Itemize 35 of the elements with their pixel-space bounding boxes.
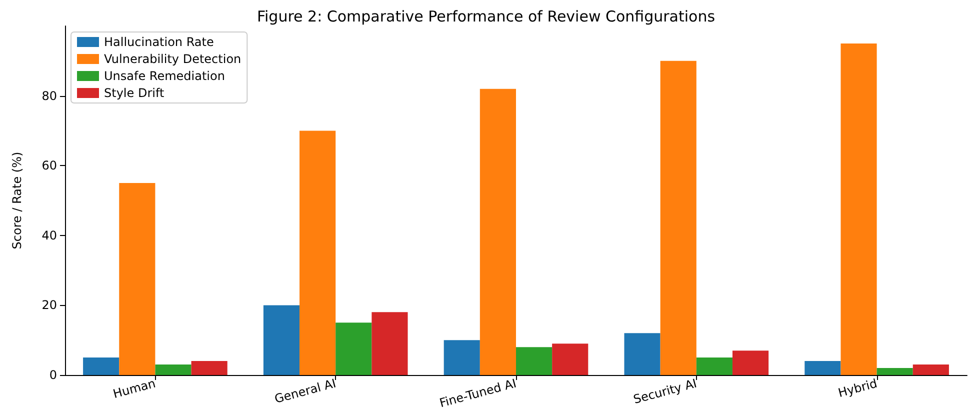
bar (263, 305, 300, 375)
y-tick-label: 60 (42, 158, 57, 173)
x-tick-label: Hybrid (836, 376, 879, 400)
bar (480, 88, 516, 375)
legend-label: Hallucination Rate (104, 35, 214, 49)
x-tick-label: Security AI (632, 376, 698, 407)
chart-title: Figure 2: Comparative Performance of Review Configurations (256, 8, 716, 26)
x-tick-label: Human (112, 376, 158, 401)
bar (155, 364, 192, 375)
legend-label: Unsafe Remediation (104, 69, 225, 83)
bar (912, 364, 949, 375)
bar (444, 340, 480, 375)
legend-label: Style Drift (104, 86, 164, 100)
bar (732, 350, 769, 375)
y-axis-title: Score / Rate (%) (10, 152, 24, 250)
y-tick-label: 80 (42, 88, 57, 103)
bar (191, 361, 228, 375)
y-tick-label: 0 (49, 368, 57, 382)
bar (696, 358, 732, 375)
y-tick-label: 20 (42, 298, 57, 312)
bar (660, 60, 696, 375)
y-tick-label: 40 (42, 228, 57, 242)
bar (119, 183, 156, 375)
bar (372, 312, 408, 375)
bar (300, 130, 336, 375)
legend-label: Vulnerability Detection (104, 52, 242, 66)
bar (804, 361, 841, 375)
x-tick-label: General AI (273, 376, 338, 406)
bar (552, 344, 588, 375)
bar (876, 368, 913, 375)
bar (83, 358, 120, 375)
bar (336, 322, 372, 375)
bar (840, 43, 877, 375)
bar (516, 347, 552, 375)
bar (624, 333, 660, 375)
